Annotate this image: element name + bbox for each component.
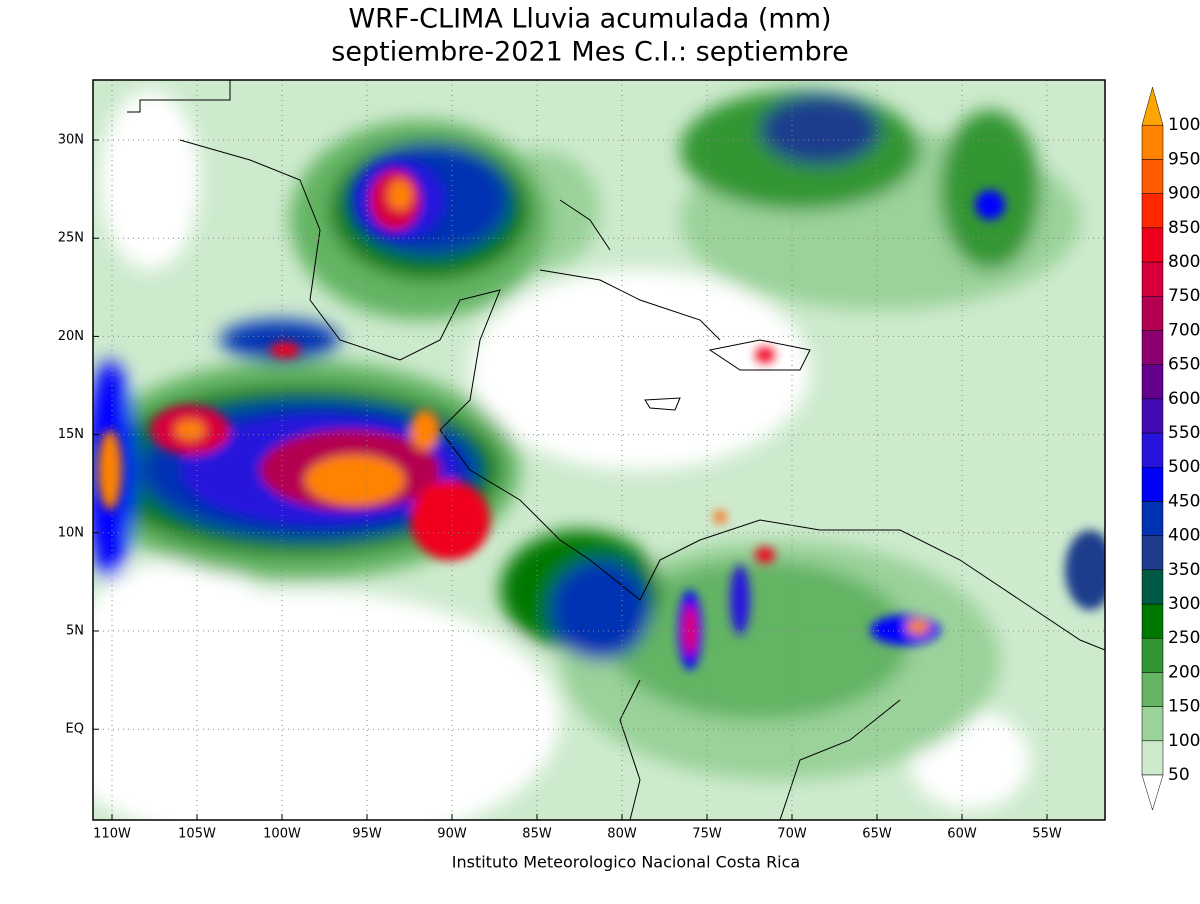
colorbar-arrow (1141, 774, 1164, 811)
colorbar-label: 500 (1168, 457, 1200, 477)
colorbar-box (1141, 432, 1164, 468)
colorbar-label: 450 (1168, 491, 1200, 511)
colorbar-label: 800 (1168, 252, 1200, 272)
colorbar-label: 750 (1168, 286, 1200, 306)
colorbar-label: 150 (1168, 697, 1200, 717)
lat-tick-label: 25N (58, 231, 84, 246)
colorbar-label: 100 (1168, 115, 1200, 135)
lon-tick-label: 105W (178, 827, 216, 842)
colorbar-box (1141, 569, 1164, 605)
colorbar-label: 100 (1168, 731, 1200, 751)
colorbar: 50 100 150 200 250 300 350 400 450 500 550 600 650 70… (1141, 86, 1200, 811)
colorbar-label: 550 (1168, 423, 1200, 443)
lat-tick-label: 5N (66, 624, 84, 639)
colorbar-label: 600 (1168, 389, 1200, 409)
footer: Instituto Meteorologico Nacional Costa R… (452, 853, 800, 872)
colorbar-box (1141, 295, 1164, 331)
coastline (127, 80, 1105, 820)
precip-field (93, 80, 1105, 820)
lon-tick-label: 90W (437, 827, 467, 842)
lat-tick-label: 15N (58, 427, 84, 442)
lon-tick-label: 65W (862, 827, 892, 842)
colorbar-label: 900 (1168, 184, 1200, 204)
lon-tick-label: 100W (263, 827, 301, 842)
colorbar-label: 400 (1168, 526, 1200, 546)
lon-tick-label: 95W (352, 827, 382, 842)
colorbar-box (1141, 227, 1164, 263)
colorbar-label: 300 (1168, 594, 1200, 614)
lon-tick-label: 75W (692, 827, 722, 842)
colorbar-label: 950 (1168, 149, 1200, 169)
lat-tick-label: EQ (66, 722, 84, 737)
colorbar-box (1141, 193, 1164, 229)
colorbar-arrow (1141, 86, 1164, 126)
title-line: septiembre-2021 Mes C.I.: septiembre (331, 37, 848, 68)
colorbar-label: 200 (1168, 662, 1200, 682)
lon-tick-label: 85W (522, 827, 552, 842)
colorbar-box (1141, 501, 1164, 536)
title-line: WRF-CLIMA Lluvia acumulada (mm) (348, 4, 831, 35)
colorbar-label: 350 (1168, 560, 1200, 580)
colorbar-box (1141, 740, 1164, 776)
lon-tick-label: 70W (777, 827, 807, 842)
colorbar-box (1141, 603, 1164, 639)
graticule: 110W 105W 100W 95W 90W 85W 80W 75W 70W 65W 60W 55W 3… (58, 80, 1105, 842)
colorbar-box (1141, 124, 1164, 160)
colorbar-box (1141, 159, 1164, 194)
colorbar-box (1141, 330, 1164, 365)
colorbar-label: 650 (1168, 355, 1200, 375)
colorbar-box (1141, 672, 1164, 707)
lat-tick-label: 10N (58, 525, 84, 540)
colorbar-label: 850 (1168, 218, 1200, 238)
colorbar-box (1141, 466, 1164, 502)
colorbar-box (1141, 364, 1164, 400)
colorbar-label: 250 (1168, 628, 1200, 648)
lon-tick-label: 60W (947, 827, 977, 842)
lat-tick-label: 30N (58, 133, 84, 148)
lon-tick-label: 110W (93, 827, 131, 842)
lon-tick-label: 80W (607, 827, 637, 842)
colorbar-label: 700 (1168, 320, 1200, 340)
lon-tick-label: 55W (1032, 827, 1062, 842)
colorbar-box (1141, 637, 1164, 673)
colorbar-label: 50 (1168, 765, 1190, 785)
lat-tick-label: 20N (58, 329, 84, 344)
colorbar-box (1141, 261, 1164, 297)
map-frame (92, 79, 1106, 821)
colorbar-box (1141, 398, 1164, 434)
colorbar-box (1141, 706, 1164, 742)
colorbar-box (1141, 535, 1164, 571)
